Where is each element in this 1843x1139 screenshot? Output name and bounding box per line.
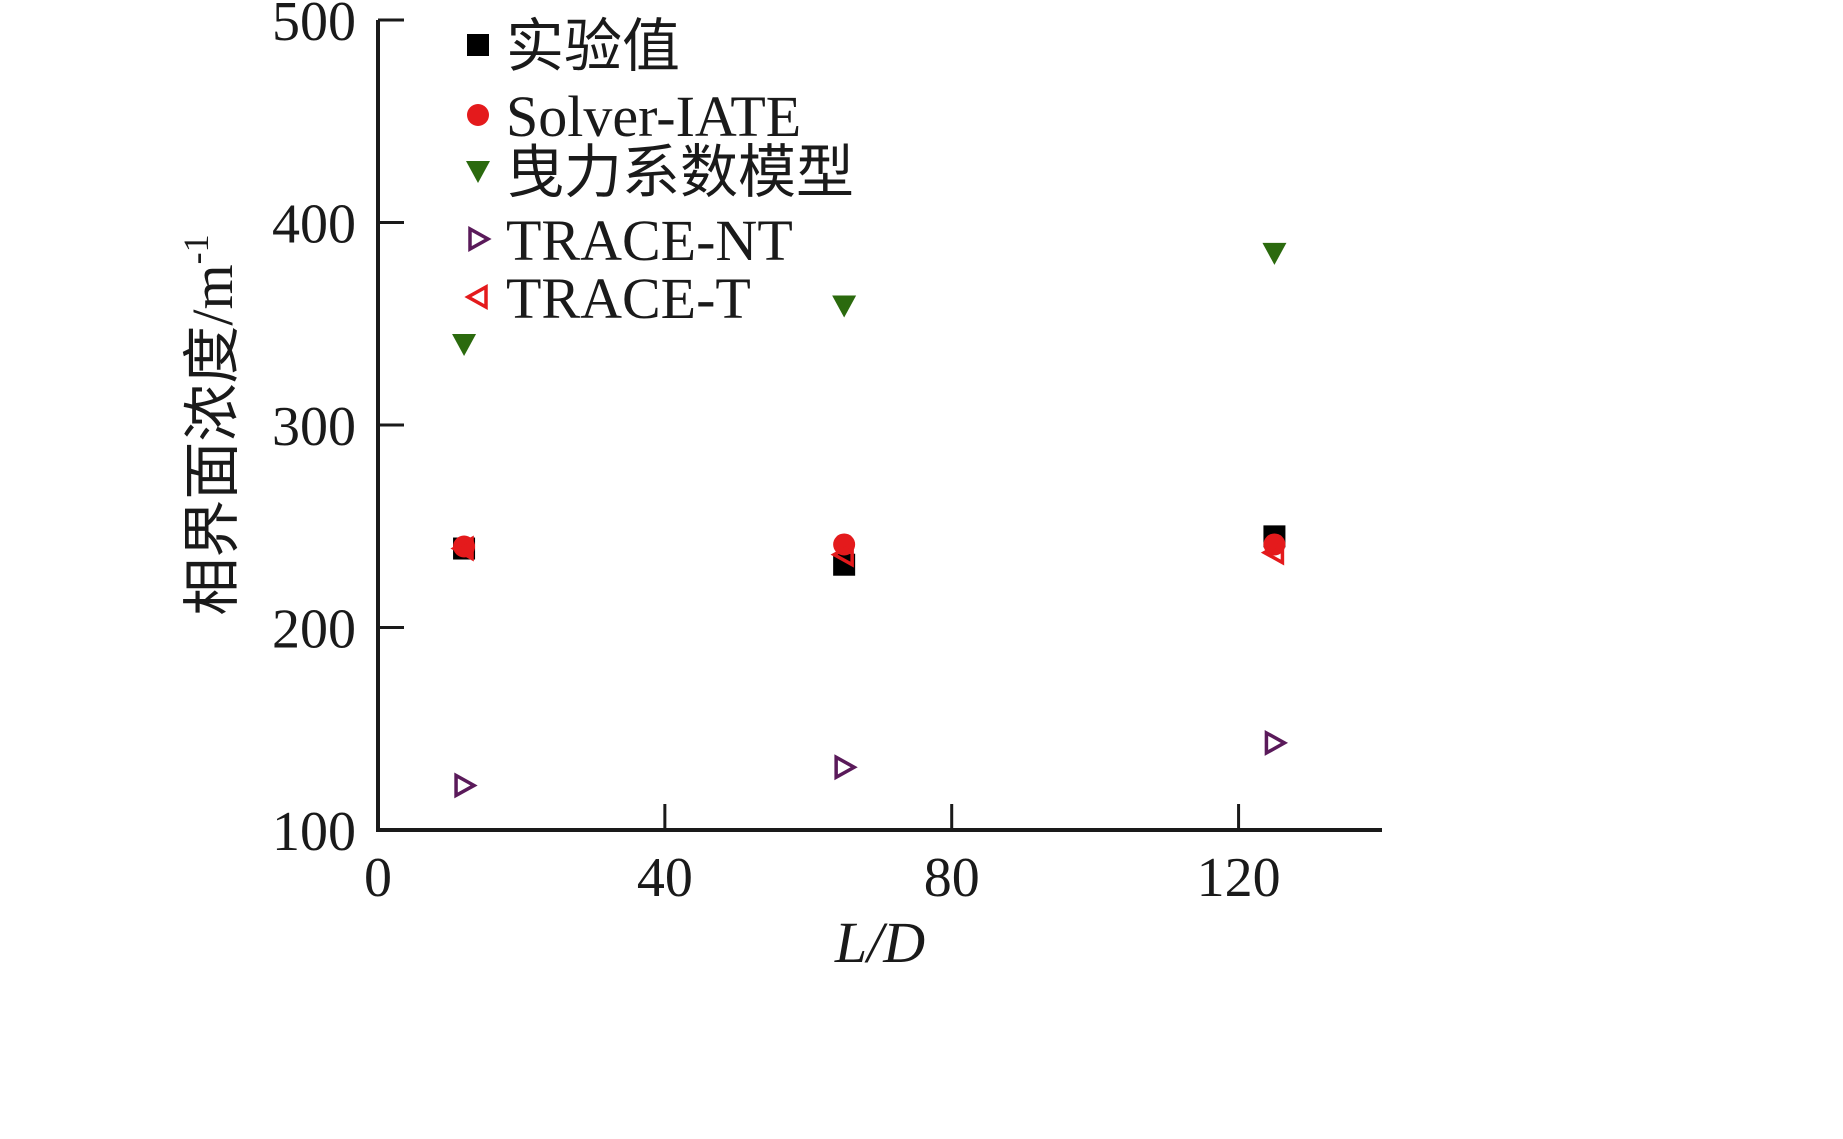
legend-marker-triangle-down: [466, 161, 490, 183]
data-point-triangle-down: [452, 334, 477, 356]
legend-label: TRACE-T: [506, 266, 751, 331]
y-axis-ticks: 100 200 300 400 500: [272, 0, 404, 863]
y-tick-label: 500: [272, 0, 356, 53]
x-tick-label: 80: [924, 847, 980, 909]
y-axis-title-superscript: -1: [176, 234, 216, 264]
legend-label: 实验值: [506, 14, 680, 79]
x-axis-ticks: 0 40 80 120: [364, 804, 1281, 909]
x-tick-label: 0: [364, 847, 392, 909]
data-point-triangle-right-open: [454, 772, 478, 799]
x-tick-label: 120: [1197, 847, 1281, 909]
data-point-triangle-left-open: [1260, 539, 1285, 566]
legend-marker-circle: [467, 104, 489, 126]
y-tick-label: 400: [272, 194, 356, 256]
legend-marker-triangle-right-open: [468, 226, 492, 252]
legend-label: 曳力系数模型: [506, 140, 854, 205]
data-point-triangle-right-open: [834, 754, 858, 781]
y-axis-title-text: 相界面浓度/m: [180, 264, 245, 615]
legend-label: TRACE-NT: [506, 208, 793, 273]
data-point-circle: [833, 533, 856, 556]
x-axis-title: L/D: [834, 910, 925, 975]
data-point-triangle-right-open: [1264, 729, 1289, 756]
y-tick-label: 200: [272, 599, 356, 661]
data-point-triangle-left-open: [830, 541, 854, 568]
data-point-triangle-down: [1262, 242, 1287, 265]
y-tick-label: 300: [272, 396, 356, 458]
legend-marker-square: [467, 34, 489, 56]
data-point-triangle-left-open: [450, 535, 474, 562]
data-points: [450, 242, 1289, 799]
y-axis-title: 相界面浓度/m-1: [176, 234, 245, 615]
legend-marker-triangle-left-open: [464, 284, 488, 310]
legend-label: Solver-IATE: [506, 84, 801, 149]
x-tick-label: 40: [637, 847, 693, 909]
data-point-triangle-down: [832, 295, 857, 318]
y-tick-label: 100: [272, 801, 356, 863]
data-point-square: [833, 553, 856, 576]
